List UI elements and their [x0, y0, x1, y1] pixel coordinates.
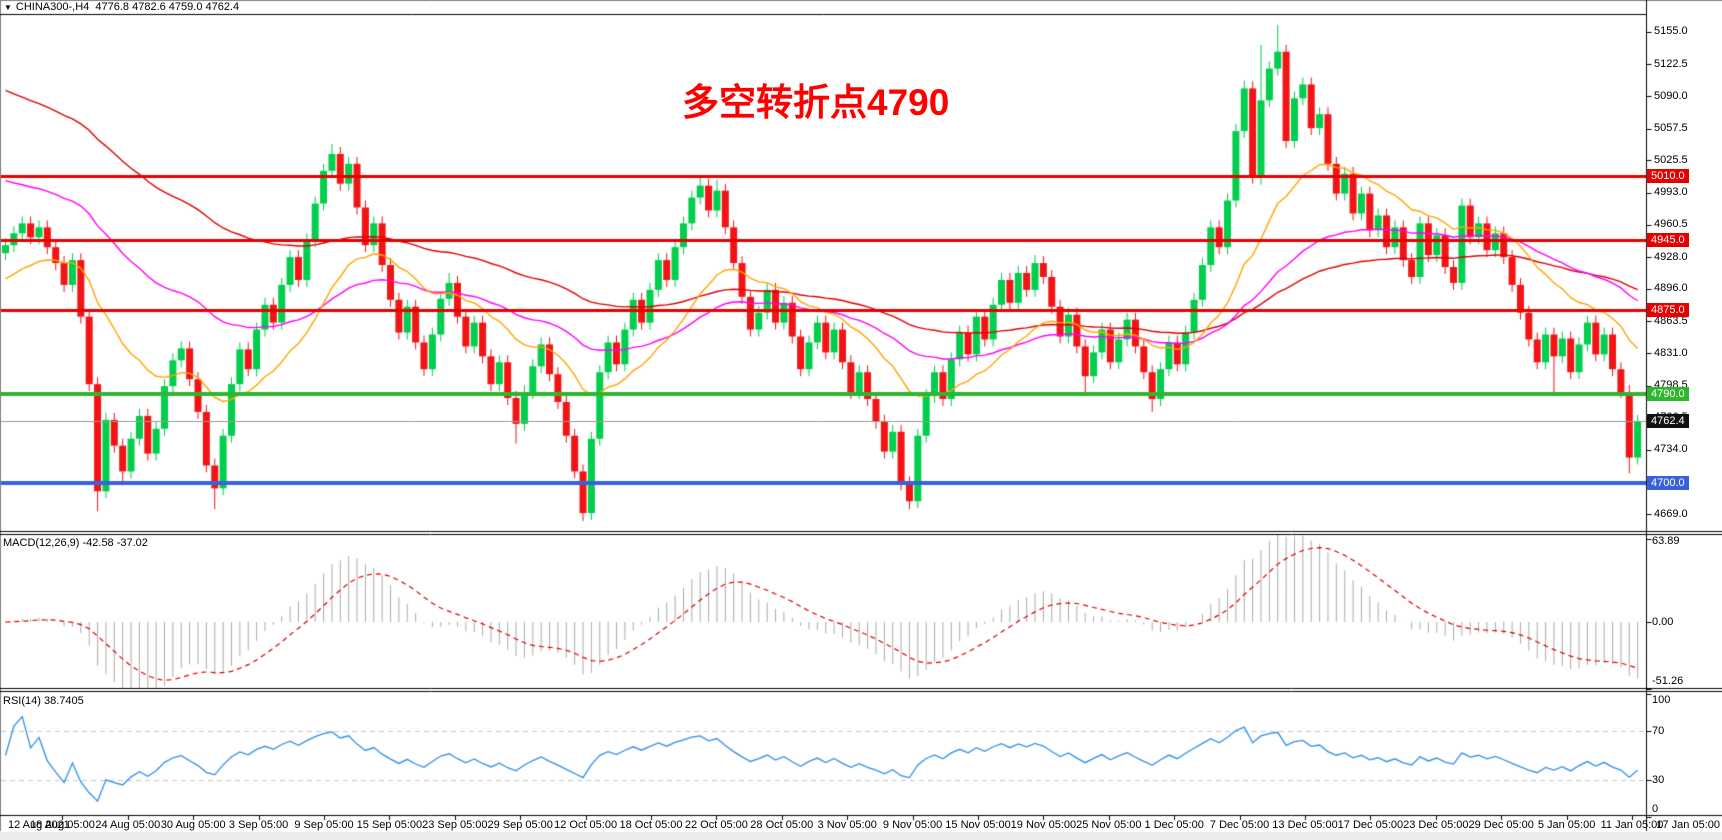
time-tick-label: 29 Sep 05:00	[487, 819, 553, 831]
price-tick-label: 5090.0	[1654, 89, 1688, 102]
price-tick-label: 5025.5	[1654, 153, 1688, 166]
price-badge: 4945.0	[1647, 233, 1689, 248]
ohlc-values: 4776.8 4782.6 4759.0 4762.4	[95, 1, 240, 13]
rsi-indicator-name: RSI(14)	[3, 695, 41, 707]
macd-tick-label: 0.00	[1652, 615, 1674, 628]
annotation-text: 多空转折点4790	[682, 82, 950, 123]
macd-panel-header: MACD(12,26,9) -42.58 -37.02	[3, 537, 148, 549]
price-badge: 4790.0	[1647, 387, 1689, 402]
price-tick-label: 5122.5	[1654, 57, 1688, 70]
symbol-dropdown-icon[interactable]: ▼	[4, 3, 12, 12]
time-tick-label: 22 Oct 05:00	[684, 819, 748, 831]
price-tick-label: 4669.0	[1654, 507, 1688, 520]
price-tick-label: 4734.0	[1654, 443, 1688, 456]
price-badge: 5010.0	[1647, 168, 1689, 183]
time-tick-label: 18 Aug 05:00	[29, 819, 95, 831]
time-tick-label: 18 Oct 05:00	[619, 819, 683, 831]
macd-tick-label: -51.26	[1652, 674, 1684, 687]
time-tick-label: 30 Aug 05:00	[160, 819, 226, 831]
time-tick-label: 11 Jan 05:00	[1600, 819, 1664, 831]
time-tick-label: 9 Sep 05:00	[294, 819, 354, 831]
time-tick-label: 13 Dec 05:00	[1272, 819, 1338, 831]
time-tick-label: 23 Sep 05:00	[422, 819, 488, 831]
price-tick-label: 4928.0	[1654, 250, 1688, 263]
price-tick-label: 4863.5	[1654, 314, 1688, 327]
rsi-tick-label: 100	[1652, 693, 1671, 706]
time-tick-label: 7 Dec 05:00	[1209, 819, 1270, 831]
time-tick-label: 12 Aug 2021	[8, 819, 70, 831]
symbol-info: ▼ CHINA300-,H4 4776.8 4782.6 4759.0 4762.…	[4, 1, 239, 13]
price-tick-label: 4831.0	[1654, 346, 1688, 359]
time-tick-label: 3 Sep 05:00	[228, 819, 289, 831]
rsi-indicator-value: 38.7405	[43, 695, 84, 707]
rsi-tick-label: 70	[1652, 724, 1665, 737]
time-tick-label: 19 Nov 05:00	[1010, 819, 1077, 831]
time-tick-label: 28 Oct 05:00	[750, 819, 814, 831]
price-badge: 4700.0	[1647, 476, 1689, 491]
price-badge: 4762.4	[1647, 414, 1689, 429]
price-badge: 4875.0	[1647, 302, 1689, 317]
time-tick-label: 17 Jan 05:00	[1656, 819, 1720, 831]
time-tick-label: 23 Dec 05:00	[1403, 819, 1469, 831]
time-tick-label: 12 Oct 05:00	[554, 819, 618, 831]
time-tick-label: 5 Jan 05:00	[1537, 819, 1596, 831]
time-tick-label: 25 Nov 05:00	[1076, 819, 1142, 831]
time-tick-label: 1 Dec 05:00	[1144, 819, 1204, 831]
price-tick-label: 5057.5	[1654, 122, 1688, 135]
time-tick-label: 15 Sep 05:00	[356, 819, 423, 831]
rsi-panel-header: RSI(14) 38.7405	[3, 695, 84, 707]
price-tick-label: 4896.0	[1654, 282, 1688, 295]
time-tick-label: 9 Nov 05:00	[882, 819, 943, 831]
time-tick-label: 29 Dec 05:00	[1468, 819, 1534, 831]
price-tick-label: 4993.0	[1654, 186, 1688, 199]
time-tick-label: 24 Aug 05:00	[95, 819, 161, 831]
price-tick-label: 4960.5	[1654, 218, 1688, 231]
macd-indicator-name: MACD(12,26,9)	[3, 537, 80, 549]
macd-indicator-values: -42.58 -37.02	[82, 537, 148, 549]
time-tick-label: 3 Nov 05:00	[817, 819, 877, 831]
rsi-tick-label: 0	[1652, 802, 1659, 815]
macd-tick-label: 63.89	[1652, 534, 1680, 547]
time-tick-label: 15 Nov 05:00	[945, 819, 1011, 831]
bottom-strip	[0, 832, 1722, 840]
price-tick-label: 5155.0	[1654, 25, 1688, 38]
rsi-tick-label: 30	[1652, 773, 1665, 786]
time-tick-label: 17 Dec 05:00	[1337, 819, 1404, 831]
symbol-label: CHINA300-,H4	[15, 1, 90, 13]
